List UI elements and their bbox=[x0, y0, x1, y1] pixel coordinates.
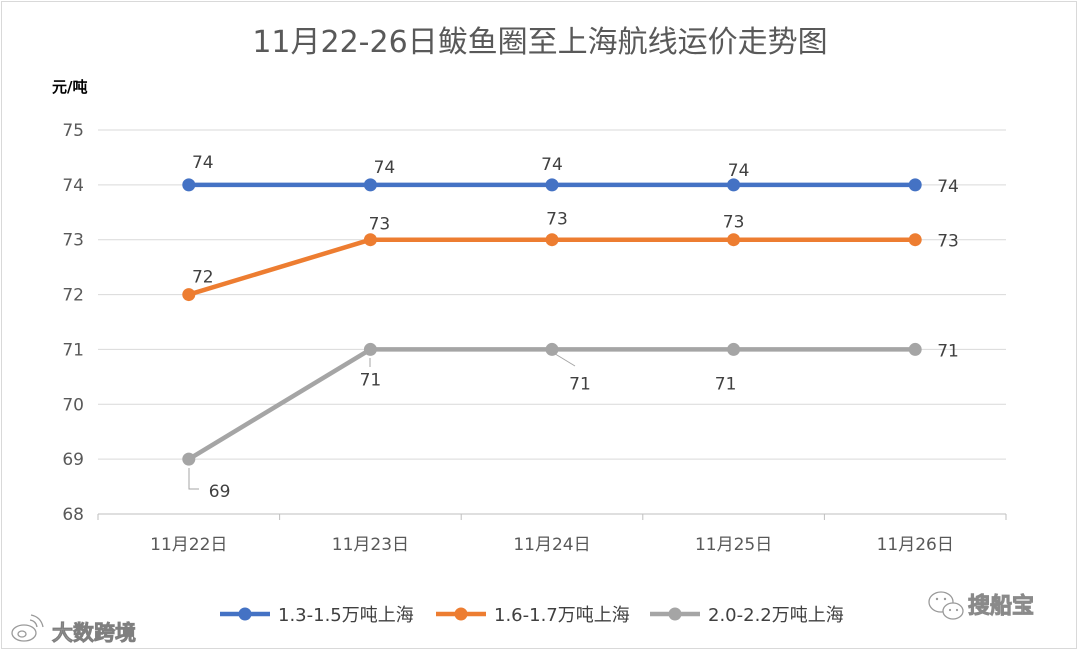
legend: 1.3-1.5万吨上海 1.6-1.7万吨上海 2.0-2.2万吨上海 bbox=[220, 605, 844, 626]
legend-swatch-marker bbox=[238, 607, 252, 621]
y-tick-label: 72 bbox=[62, 286, 84, 306]
data-point-marker bbox=[545, 342, 559, 356]
data-label: 74 bbox=[937, 177, 959, 197]
weibo-logo-icon bbox=[11, 614, 44, 642]
data-label: 74 bbox=[192, 153, 214, 173]
y-tick-labels: 68 69 70 71 72 73 74 75 bbox=[62, 121, 84, 525]
legend-swatch-marker bbox=[668, 607, 682, 621]
data-point-marker bbox=[727, 233, 741, 247]
data-point-marker bbox=[182, 288, 196, 302]
data-point-marker bbox=[545, 233, 559, 247]
y-tick-label: 75 bbox=[62, 121, 84, 141]
data-point-marker bbox=[727, 178, 741, 192]
data-point-marker bbox=[363, 178, 377, 192]
watermark-left-text: 大数跨境 bbox=[52, 621, 136, 645]
x-tick-label: 11月23日 bbox=[332, 535, 409, 555]
data-point-marker bbox=[182, 452, 196, 466]
series-line bbox=[186, 237, 918, 297]
data-label: 73 bbox=[723, 213, 745, 233]
data-point-marker bbox=[182, 178, 196, 192]
data-point-marker bbox=[908, 233, 922, 247]
x-tick-label: 11月22日 bbox=[150, 535, 227, 555]
data-point-marker bbox=[363, 342, 377, 356]
y-tick-label: 73 bbox=[62, 231, 84, 251]
x-tick-label: 11月25日 bbox=[695, 535, 772, 555]
data-label: 74 bbox=[374, 158, 396, 178]
watermark-right: 搜船宝 bbox=[928, 591, 1034, 620]
data-label: 74 bbox=[541, 155, 563, 175]
data-label: 71 bbox=[360, 370, 382, 390]
legend-label: 2.0-2.2万吨上海 bbox=[708, 605, 844, 626]
data-label: 74 bbox=[728, 161, 750, 181]
data-labels: 74 74 74 74 74 72 73 73 73 73 69 71 71 71 71 bbox=[188, 153, 959, 502]
data-point-marker bbox=[908, 178, 922, 192]
y-tick-label: 70 bbox=[62, 395, 84, 415]
legend-label: 1.6-1.7万吨上海 bbox=[494, 605, 630, 626]
data-label: 71 bbox=[937, 341, 959, 361]
y-tick-label: 69 bbox=[62, 450, 84, 470]
x-tick-label: 11月24日 bbox=[513, 535, 590, 555]
data-label: 71 bbox=[715, 374, 737, 394]
x-axis bbox=[97, 513, 1007, 520]
y-axis-label: 元/吨 bbox=[52, 78, 87, 96]
data-label: 73 bbox=[546, 210, 568, 230]
data-label: 73 bbox=[369, 215, 391, 235]
wechat-logo-icon bbox=[928, 591, 964, 620]
data-label: 73 bbox=[937, 232, 959, 252]
chart-title: 11月22-26日鲅鱼圈至上海航线运价走势图 bbox=[252, 25, 827, 60]
series-lines bbox=[182, 178, 922, 466]
watermark-right-text: 搜船宝 bbox=[968, 593, 1034, 619]
y-tick-label: 74 bbox=[62, 176, 84, 196]
legend-label: 1.3-1.5万吨上海 bbox=[278, 605, 414, 626]
data-label: 69 bbox=[209, 482, 231, 502]
data-point-marker bbox=[545, 178, 559, 192]
legend-swatch-marker bbox=[454, 607, 468, 621]
x-tick-labels: 11月22日 11月23日 11月24日 11月25日 11月26日 bbox=[150, 535, 954, 555]
data-label: 72 bbox=[192, 268, 214, 288]
x-tick-label: 11月26日 bbox=[877, 535, 954, 555]
data-label-leader bbox=[551, 351, 576, 367]
y-tick-label: 71 bbox=[62, 340, 84, 360]
y-tick-label: 68 bbox=[62, 505, 84, 525]
data-label: 71 bbox=[569, 374, 591, 394]
data-label-leader bbox=[188, 468, 199, 490]
watermark-left: 大数跨境 bbox=[11, 614, 136, 645]
data-point-marker bbox=[908, 342, 922, 356]
data-point-marker bbox=[363, 233, 377, 247]
data-point-marker bbox=[727, 342, 741, 356]
